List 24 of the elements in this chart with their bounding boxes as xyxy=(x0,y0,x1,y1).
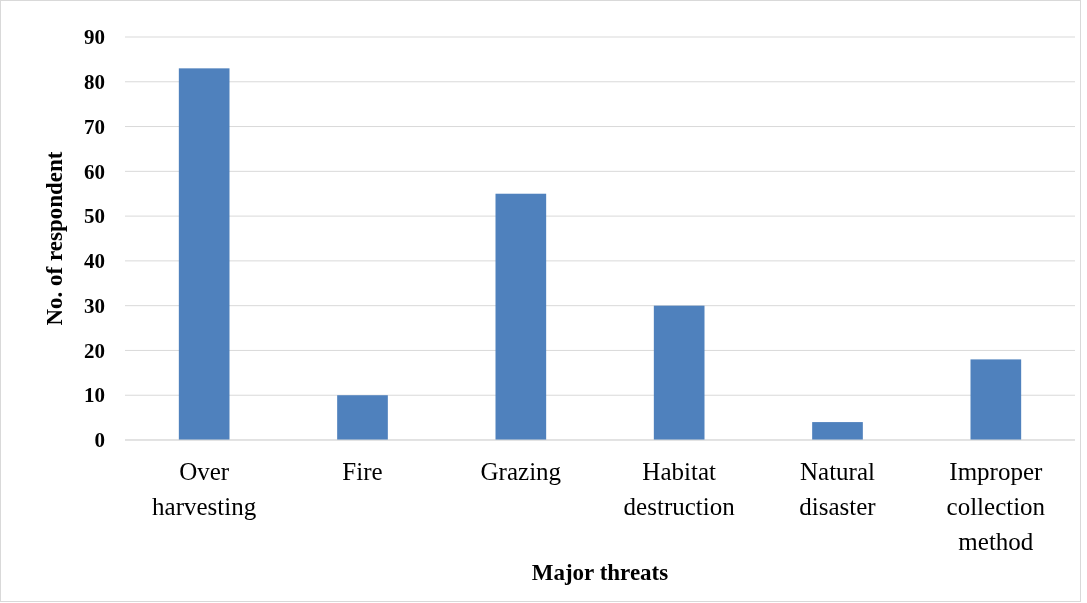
y-tick-label: 50 xyxy=(84,204,105,229)
y-tick-label: 80 xyxy=(84,70,105,94)
x-tick-label: Natural disaster xyxy=(799,458,877,520)
y-axis-title: No. of respondent xyxy=(42,151,67,326)
bar xyxy=(495,193,547,440)
y-tick-label: 20 xyxy=(84,338,105,363)
bar xyxy=(812,422,863,440)
y-tick-label: 90 xyxy=(84,25,105,50)
x-tick-label: Improper collection method xyxy=(946,458,1046,555)
x-tick-label: Habitat destruction xyxy=(623,458,736,520)
bar xyxy=(653,305,705,440)
x-tick-label: Over harvesting xyxy=(152,458,257,520)
x-tick-label: Fire xyxy=(342,458,383,485)
y-tick-label: 60 xyxy=(84,159,105,184)
x-axis-title: Major threats xyxy=(531,560,669,585)
bar xyxy=(178,68,230,440)
bar xyxy=(970,359,1022,440)
y-tick-label: 0 xyxy=(94,428,105,453)
y-tick-label: 30 xyxy=(84,293,105,318)
y-tick-label: 70 xyxy=(84,114,105,139)
bar xyxy=(337,395,388,440)
y-tick-label: 40 xyxy=(84,249,105,274)
x-tick-label: Grazing xyxy=(480,458,562,485)
y-tick-label: 10 xyxy=(84,383,105,408)
